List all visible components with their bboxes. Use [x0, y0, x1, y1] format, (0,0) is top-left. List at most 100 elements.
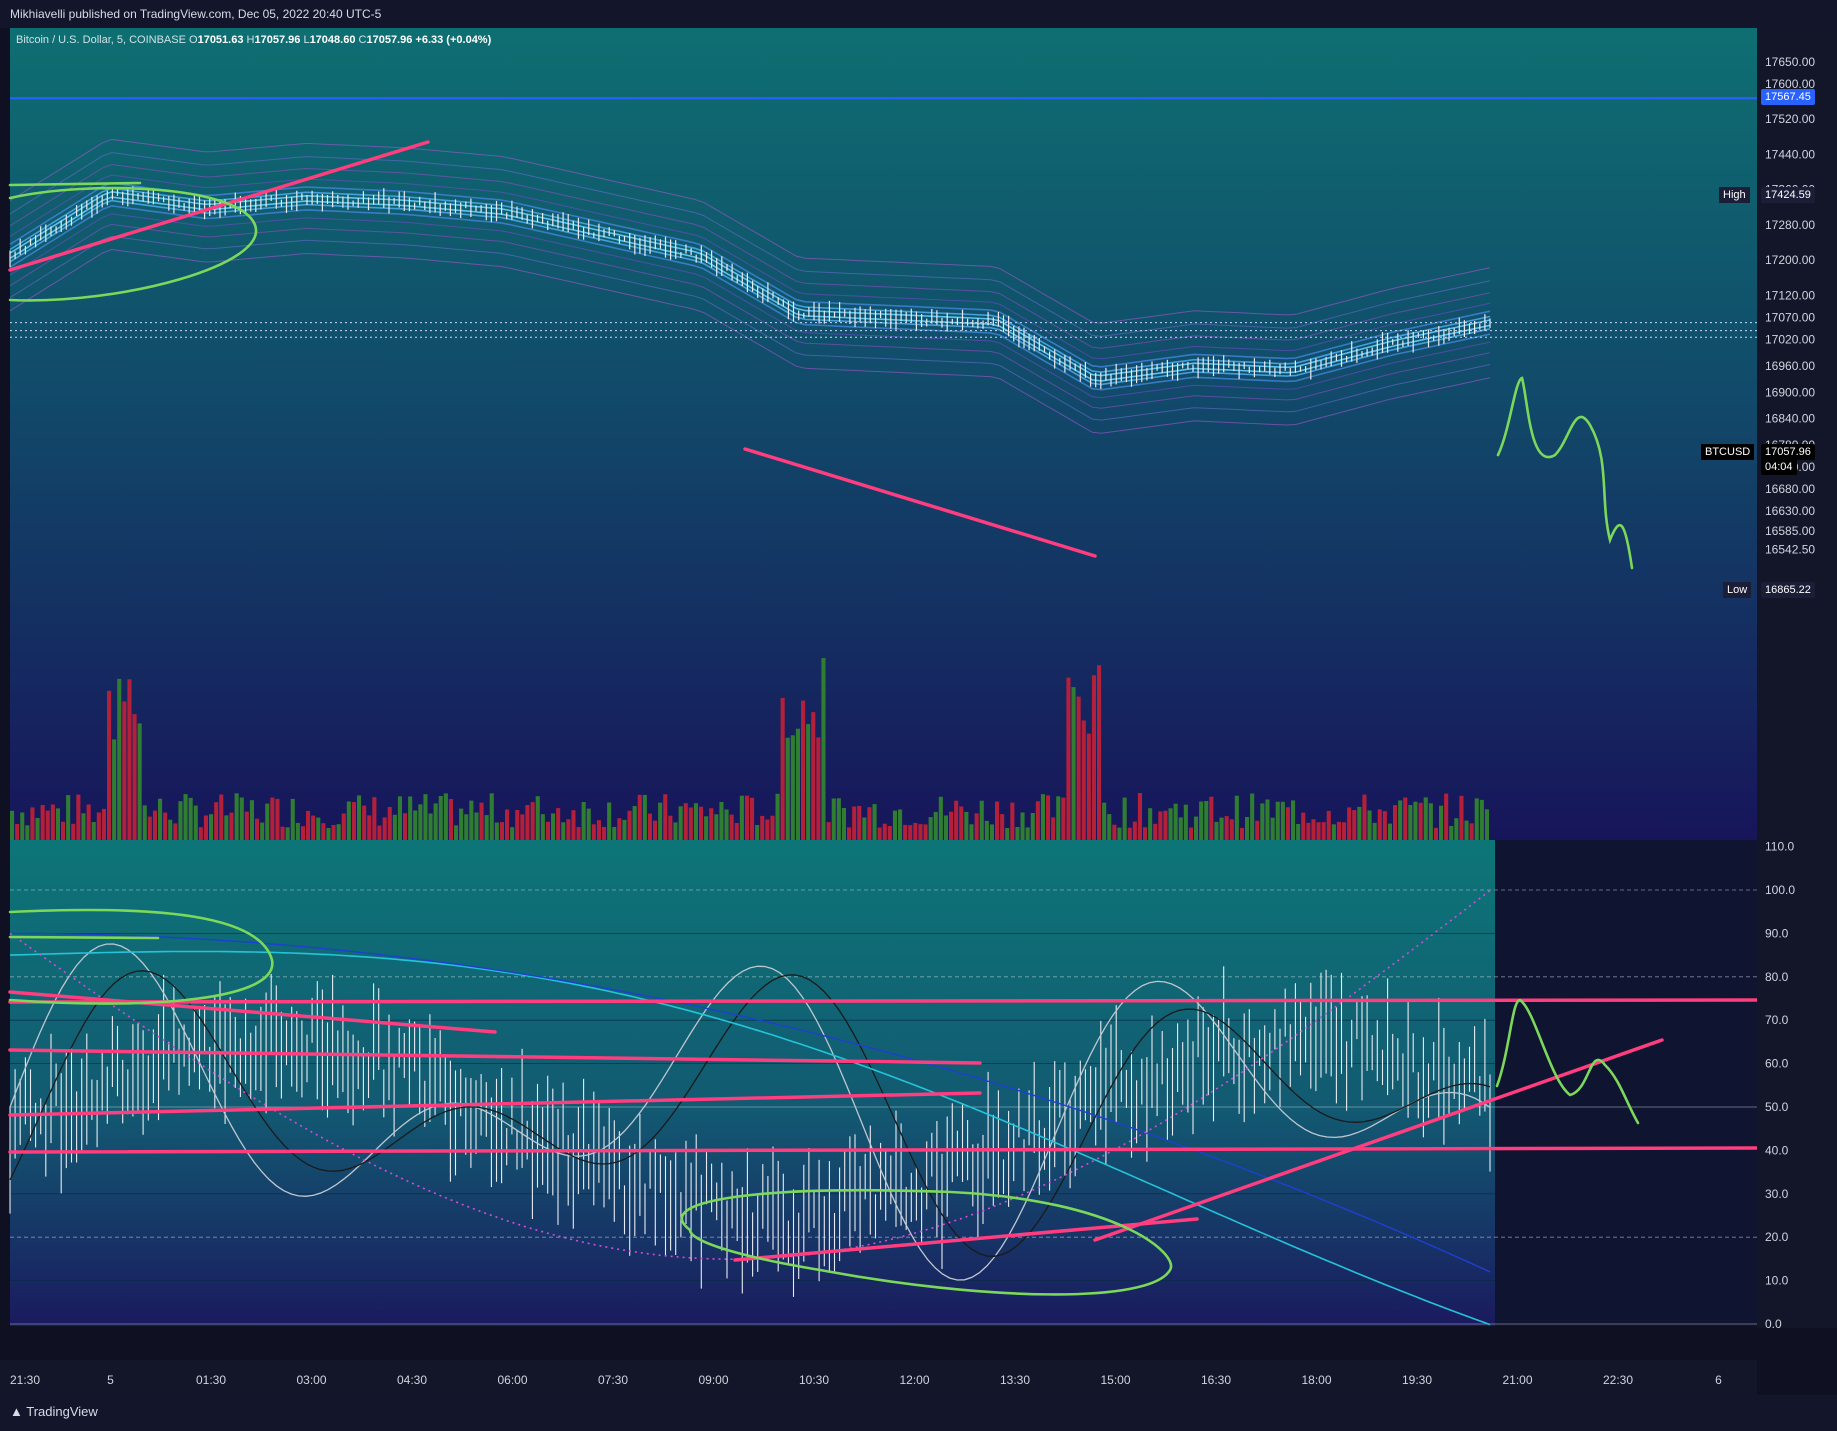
symbol-legend[interactable]: Bitcoin / U.S. Dollar, 5, COINBASE O1705… — [16, 34, 491, 46]
volume-bar — [581, 802, 586, 840]
volume-bar — [964, 811, 969, 840]
volume-bar — [668, 815, 673, 840]
publisher-text: Mikhiavelli published on TradingView.com… — [10, 7, 382, 21]
volume-bar — [1403, 797, 1408, 840]
volume-bar — [841, 808, 846, 840]
trendline — [8, 990, 497, 1034]
volume-bar — [433, 803, 438, 840]
volume-bar — [1245, 817, 1250, 840]
price-tick-label: 16960.00 — [1765, 359, 1815, 373]
volume-bar — [954, 800, 959, 840]
volume-bar — [724, 809, 729, 840]
tradingview-logo[interactable]: ▲ TradingView — [10, 1404, 98, 1419]
volume-bar — [612, 827, 617, 840]
volume-bar — [188, 797, 193, 840]
volume-bar — [1362, 794, 1367, 840]
volume-bar — [1265, 799, 1270, 840]
volume-bar — [571, 810, 576, 840]
volume-bar — [1270, 817, 1275, 840]
indicator-band-line — [9, 174, 1491, 360]
volume-bar — [1439, 805, 1444, 840]
volume-bar — [1214, 821, 1219, 840]
volume-bar — [1148, 808, 1153, 840]
volume-bar — [847, 827, 852, 840]
price-tick-label: 17600.00 — [1765, 77, 1815, 91]
chart-canvas[interactable]: 17650.0017600.0017520.0017440.0017360.00… — [0, 28, 1837, 1395]
osc-tick-label: 0.0 — [1765, 1317, 1782, 1331]
volume-bar — [836, 798, 841, 840]
volume-bar — [1479, 799, 1484, 840]
volume-bar — [1056, 796, 1061, 840]
volume-bar — [209, 814, 214, 840]
volume-bar — [86, 804, 91, 840]
volume-bar — [1444, 793, 1449, 840]
volume-bar — [1097, 665, 1102, 840]
volume-bar — [122, 701, 127, 840]
volume-bar — [91, 822, 96, 840]
volume-bar — [525, 805, 530, 840]
volume-bar — [1107, 814, 1112, 840]
volume-bar — [403, 813, 408, 840]
trendline — [8, 1048, 982, 1065]
time-axis[interactable] — [0, 1360, 1757, 1395]
volume-bar — [801, 700, 806, 840]
volume-bar — [428, 813, 433, 840]
volume-bar — [1173, 803, 1178, 840]
volume-bar — [1071, 687, 1076, 840]
volume-bar — [913, 822, 918, 840]
osc-tick-label: 40.0 — [1765, 1143, 1789, 1157]
volume-bar — [770, 815, 775, 840]
volume-bar — [163, 812, 168, 840]
sketch-drawing — [8, 181, 142, 187]
volume-bar — [1127, 827, 1132, 840]
volume-bar — [1199, 801, 1204, 840]
volume-bar — [443, 793, 448, 840]
volume-bar — [219, 794, 224, 840]
volume-bar — [1260, 803, 1265, 840]
volume-bar — [739, 795, 744, 840]
time-tick-label: 5 — [107, 1373, 114, 1387]
sketch-drawing — [1495, 998, 1640, 1125]
volume-bar — [719, 802, 724, 840]
volume-bar — [76, 794, 81, 840]
trendline — [8, 998, 1759, 1004]
volume-bar — [183, 794, 188, 840]
volume-bar — [647, 813, 652, 840]
volume-bar — [877, 827, 882, 840]
price-tick-label: 17650.00 — [1765, 55, 1815, 69]
volume-bar — [178, 801, 183, 840]
volume-bar — [1454, 818, 1459, 840]
volume-bar — [1015, 827, 1020, 840]
volume-bar — [10, 810, 15, 840]
time-tick-label: 03:00 — [296, 1373, 326, 1387]
volume-bar — [1352, 810, 1357, 840]
volume-bar — [1091, 675, 1096, 840]
volume-bar — [1117, 827, 1122, 840]
volume-bar — [898, 809, 903, 840]
volume-bar — [152, 810, 157, 840]
oscillator-future-bg — [1495, 840, 1757, 1326]
volume-bar — [949, 811, 954, 840]
volume-bar — [1219, 817, 1224, 840]
volume-bar — [418, 804, 423, 840]
volume-bar — [750, 797, 755, 840]
volume-bar — [489, 793, 494, 840]
volume-bar — [1464, 820, 1469, 840]
volume-bar — [928, 817, 933, 840]
volume-bar — [173, 823, 178, 840]
volume-bar — [607, 802, 612, 840]
volume-bar — [71, 823, 76, 840]
volume-bar — [540, 814, 545, 840]
volume-bar — [61, 821, 66, 840]
volume-bar — [112, 739, 117, 840]
volume-bar — [260, 822, 265, 840]
time-tick-label: 07:30 — [598, 1373, 628, 1387]
price-axis[interactable] — [1757, 28, 1837, 1328]
volume-bar — [1306, 822, 1311, 840]
sketch-drawing — [1496, 376, 1634, 570]
volume-bar — [755, 825, 760, 840]
trendline — [8, 140, 430, 272]
volume-bar — [224, 815, 229, 840]
volume-bar — [331, 825, 336, 840]
volume-bar — [903, 824, 908, 840]
